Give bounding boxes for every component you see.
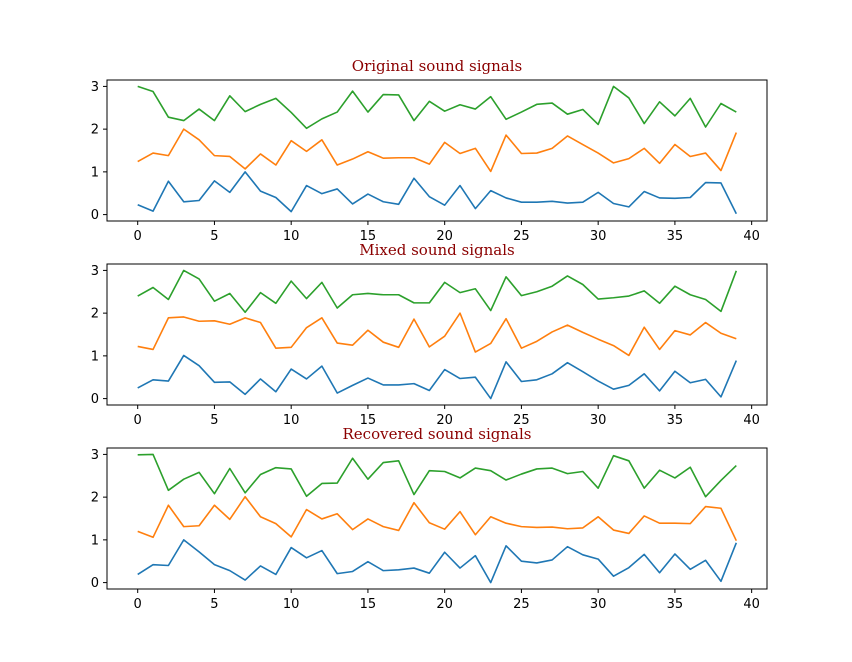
subplot-mixed: Mixed sound signals 0 5 10 15 20 25 30 35 40 0 1 2 3 (91, 241, 768, 428)
series-line-mixed-2 (137, 269, 738, 314)
xtick-label-original: 25 (513, 229, 530, 244)
subplot-title-mixed: Mixed sound signals (359, 241, 514, 259)
xtick-label-mixed: 5 (210, 413, 218, 428)
xtick-label-recovered: 35 (667, 597, 684, 612)
xtick-label-original: 40 (743, 229, 760, 244)
ytick-label-mixed: 0 (91, 392, 99, 407)
xtick-label-original: 20 (436, 229, 453, 244)
subplot-title-original: Original sound signals (352, 57, 522, 75)
series-mixed (137, 269, 738, 400)
xtick-label-recovered: 5 (210, 597, 218, 612)
ytick-label-recovered: 0 (91, 576, 99, 591)
series-line-recovered-0 (137, 539, 738, 584)
series-original (137, 85, 738, 215)
xtick-label-recovered: 25 (513, 597, 530, 612)
axes-frame-recovered (106, 447, 768, 590)
ytick-label-mixed: 3 (91, 264, 99, 279)
series-recovered (137, 453, 738, 584)
xtick-label-original: 5 (210, 229, 218, 244)
ticks-mixed: 0 5 10 15 20 25 30 35 40 0 1 2 3 (91, 264, 760, 428)
ytick-label-mixed: 1 (91, 349, 99, 364)
series-line-original-1 (137, 128, 738, 173)
xtick-label-original: 10 (283, 229, 300, 244)
xtick-label-recovered: 40 (743, 597, 760, 612)
xtick-label-mixed: 10 (283, 413, 300, 428)
xtick-label-mixed: 25 (513, 413, 530, 428)
xtick-label-mixed: 30 (590, 413, 607, 428)
xtick-label-mixed: 20 (436, 413, 453, 428)
ytick-label-recovered: 2 (91, 491, 99, 506)
series-line-recovered-2 (137, 453, 737, 498)
series-line-recovered-1 (137, 495, 738, 542)
xtick-label-recovered: 30 (590, 597, 607, 612)
xtick-label-original: 35 (667, 229, 684, 244)
xtick-label-mixed: 35 (667, 413, 684, 428)
xtick-label-recovered: 0 (134, 597, 142, 612)
subplot-recovered: Recovered sound signals 0 5 10 15 20 25 30 35 40… (91, 425, 768, 612)
ytick-label-mixed: 2 (91, 307, 99, 322)
xtick-label-recovered: 10 (283, 597, 300, 612)
xtick-label-mixed: 15 (360, 413, 377, 428)
ytick-label-recovered: 3 (91, 448, 99, 463)
xtick-label-recovered: 15 (360, 597, 377, 612)
series-line-original-0 (137, 171, 738, 215)
axes-frame-original (106, 79, 768, 222)
xtick-label-original: 30 (590, 229, 607, 244)
ticks-original: 0 5 10 15 20 25 30 35 40 0 1 2 3 (91, 80, 760, 244)
ytick-label-recovered: 1 (91, 533, 99, 548)
series-line-original-2 (137, 85, 737, 130)
axes-frame-mixed (106, 263, 768, 406)
series-line-mixed-0 (137, 354, 738, 400)
ytick-label-original: 3 (91, 80, 99, 95)
subplot-original: Original sound signals 0 5 10 15 20 25 30 35 400… (91, 57, 768, 244)
ytick-label-original: 0 (91, 208, 99, 223)
xtick-label-recovered: 20 (436, 597, 453, 612)
subplot-title-recovered: Recovered sound signals (343, 425, 532, 443)
ticks-recovered: 0 5 10 15 20 25 30 35 40 0 1 2 3 (91, 448, 760, 612)
xtick-label-original: 15 (360, 229, 377, 244)
xtick-label-mixed: 0 (134, 413, 142, 428)
xtick-label-original: 0 (134, 229, 142, 244)
xtick-label-mixed: 40 (743, 413, 760, 428)
ytick-label-original: 1 (91, 165, 99, 180)
series-line-mixed-1 (137, 312, 737, 357)
ytick-label-original: 2 (91, 123, 99, 138)
